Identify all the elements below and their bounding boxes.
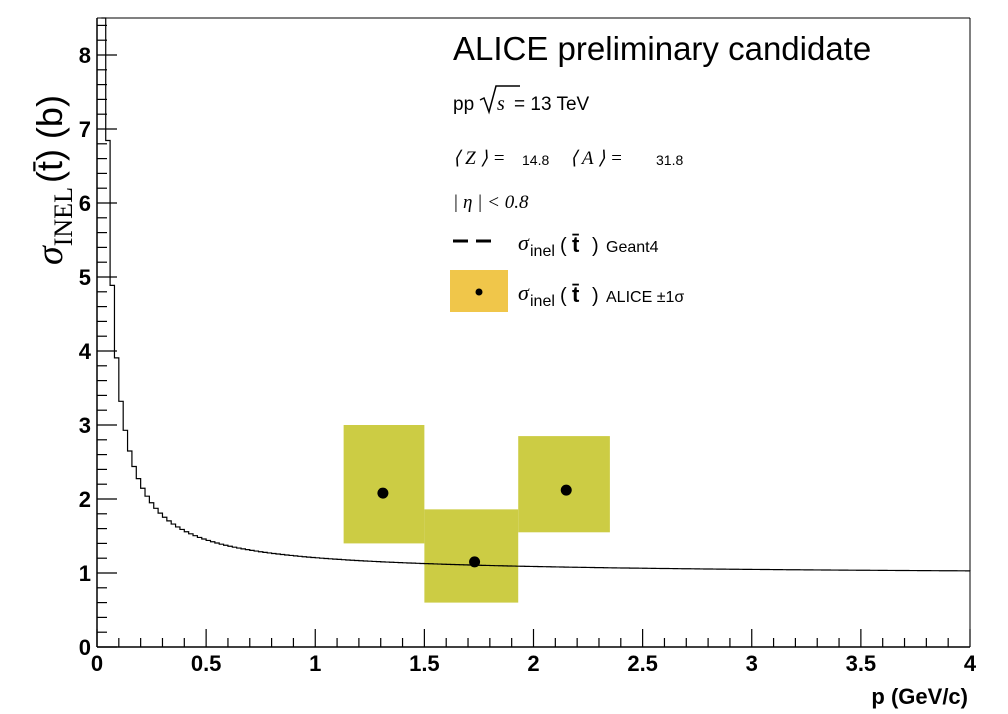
legend-entry-geant4: σ inel ( t̄ ) Geant4 [453,230,659,260]
sqrt-symbol [479,85,520,115]
legend-geant4-close: ) [592,235,599,257]
svg-text:s: s [497,93,505,115]
x-tick-label: 1 [309,651,321,676]
y-axis-title: σINEL (t̄) (b) [29,95,78,265]
legend-geant4-open: ( [560,235,567,257]
x-tick-label: 3 [746,651,758,676]
y-tick-label: 3 [79,413,91,438]
energy-value: = 13 TeV [514,94,590,115]
y-tick-label: 0 [79,635,91,660]
legend-alice-symbol: σ [518,280,530,305]
uncertainty-bands [343,425,610,603]
x-tick-label: 0.5 [191,651,222,676]
x-tick-label: 2 [527,651,539,676]
geant4-step-curve [101,17,971,572]
y-tick-label: 1 [79,561,91,586]
x-tick-label: 2.5 [627,651,658,676]
legend-alice-point-marker [475,288,483,296]
a-value: 31.8 [656,152,683,168]
y-axis-tick-labels: 0 1 2 3 4 5 6 7 8 [79,43,92,660]
uncertainty-band [518,436,610,533]
legend-alice-close: ) [592,285,599,307]
uncertainty-band [424,509,519,603]
z-value: 14.8 [522,152,549,168]
y-axis-title-symbol: σ [29,245,71,265]
legend-geant4-label: Geant4 [606,239,659,256]
legend: σ inel ( t̄ ) Geant4 σ inel ( t̄ ) ALICE… [450,230,684,312]
x-tick-label: 1.5 [409,651,440,676]
x-tick-label: 4 [964,651,977,676]
data-point [377,487,389,499]
legend-alice-sub: inel [530,293,555,310]
legend-alice-open: ( [560,285,567,307]
legend-geant4-sub: inel [530,243,555,260]
y-axis-title-subscript: INEL [49,187,78,246]
z-a-annotation: ⟨ Z ⟩ = 14.8 ⟨ A ⟩ = 31.8 [453,148,683,169]
z-label: ⟨ Z ⟩ = [453,148,505,169]
y-tick-label: 7 [79,117,91,142]
energy-prefix: pp [453,94,474,115]
x-axis-title: p (GeV/c) [871,684,968,709]
x-tick-label: 3.5 [846,651,877,676]
legend-alice-label: ALICE ±1σ [606,289,684,306]
data-point [560,484,572,496]
y-tick-label: 8 [79,43,91,68]
legend-geant4-particle: t̄ [572,232,580,257]
uncertainty-band [343,425,425,544]
x-axis-ticks [96,629,971,647]
x-tick-label: 0 [91,651,103,676]
y-tick-label: 5 [79,265,91,290]
legend-alice-particle: t̄ [572,282,580,307]
svg-text:σINEL(t̄) (b): σINEL (t̄) (b) [29,95,78,265]
data-point [469,556,481,568]
y-axis-title-rest: (t̄) (b) [29,95,70,183]
x-axis-tick-labels: 0 0.5 1 1.5 2 2.5 3 3.5 4 [91,651,977,676]
legend-geant4-symbol: σ [518,230,530,255]
y-tick-label: 6 [79,191,91,216]
eta-annotation: | η | < 0.8 [453,192,529,213]
chart-title: ALICE preliminary candidate [453,30,871,67]
y-tick-label: 2 [79,487,91,512]
energy-annotation: pp s = 13 TeV [453,85,590,115]
a-label: ⟨ A ⟩ = [570,148,623,169]
y-axis-ticks [97,24,117,648]
y-tick-label: 4 [79,339,92,364]
legend-entry-alice: σ inel ( t̄ ) ALICE ±1σ [450,270,684,312]
data-points [377,484,572,568]
